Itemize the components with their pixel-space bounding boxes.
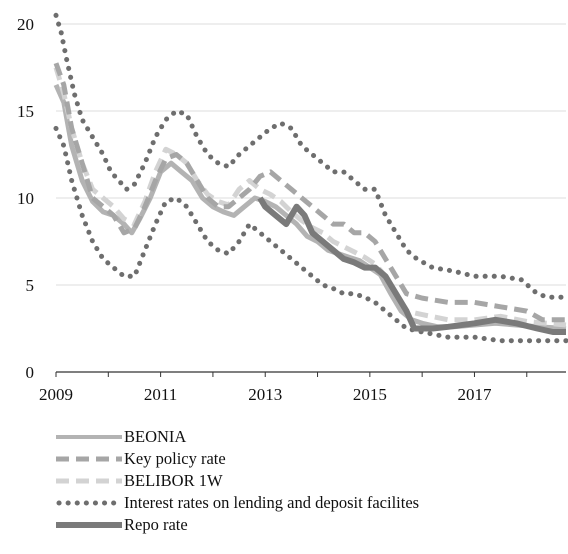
legend-item-belibor-1w: BELIBOR 1W — [56, 470, 419, 492]
series-line-beonia — [53, 83, 567, 331]
y-tick-label: 20 — [17, 15, 34, 34]
legend-label: BEONIA — [124, 427, 187, 446]
axes — [55, 371, 566, 377]
series-line-interest-rates-on-lending-and-deposit-facilites — [53, 12, 568, 300]
y-tick-label: 15 — [17, 102, 34, 121]
legend: BEONIA Key policy rate BELIBOR 1W Intere… — [56, 426, 419, 536]
x-tick-label: 2009 — [39, 385, 73, 404]
series-line-belibor-1w — [53, 66, 567, 328]
legend-label: BELIBOR 1W — [124, 471, 223, 490]
grid-lines — [56, 23, 566, 286]
x-tick-label: 2015 — [353, 385, 387, 404]
legend-label: Repo rate — [124, 515, 188, 534]
legend-label: Interest rates on lending and deposit fa… — [124, 493, 420, 512]
legend-item-repo-rate: Repo rate — [56, 514, 419, 536]
series-line-key-policy-rate — [53, 62, 566, 323]
legend-swatch-solid — [56, 435, 122, 439]
legend-swatch-solid-thick — [56, 522, 122, 528]
tick-labels: 0 5 10 15 20 2009 2011 2013 2015 2017 — [17, 15, 492, 404]
series-line-repo-rate — [257, 196, 566, 335]
x-tick-label: 2011 — [144, 385, 177, 404]
x-tick-label: 2013 — [248, 385, 282, 404]
series-line-lower-corridor — [53, 125, 568, 344]
legend-swatch-dashed — [56, 456, 122, 462]
legend-item-lending-deposit-facilities: Interest rates on lending and deposit fa… — [56, 492, 419, 514]
legend-item-beonia: BEONIA — [56, 426, 419, 448]
legend-label: Key policy rate — [124, 449, 226, 468]
y-tick-label: 5 — [26, 276, 35, 295]
y-tick-label: 0 — [26, 363, 35, 382]
x-tick-label: 2017 — [457, 385, 492, 404]
legend-swatch-dotted — [56, 500, 122, 506]
legend-item-key-policy-rate: Key policy rate — [56, 448, 419, 470]
legend-swatch-dashed-light — [56, 478, 122, 484]
series-lines — [53, 12, 568, 344]
y-tick-label: 10 — [17, 189, 34, 208]
